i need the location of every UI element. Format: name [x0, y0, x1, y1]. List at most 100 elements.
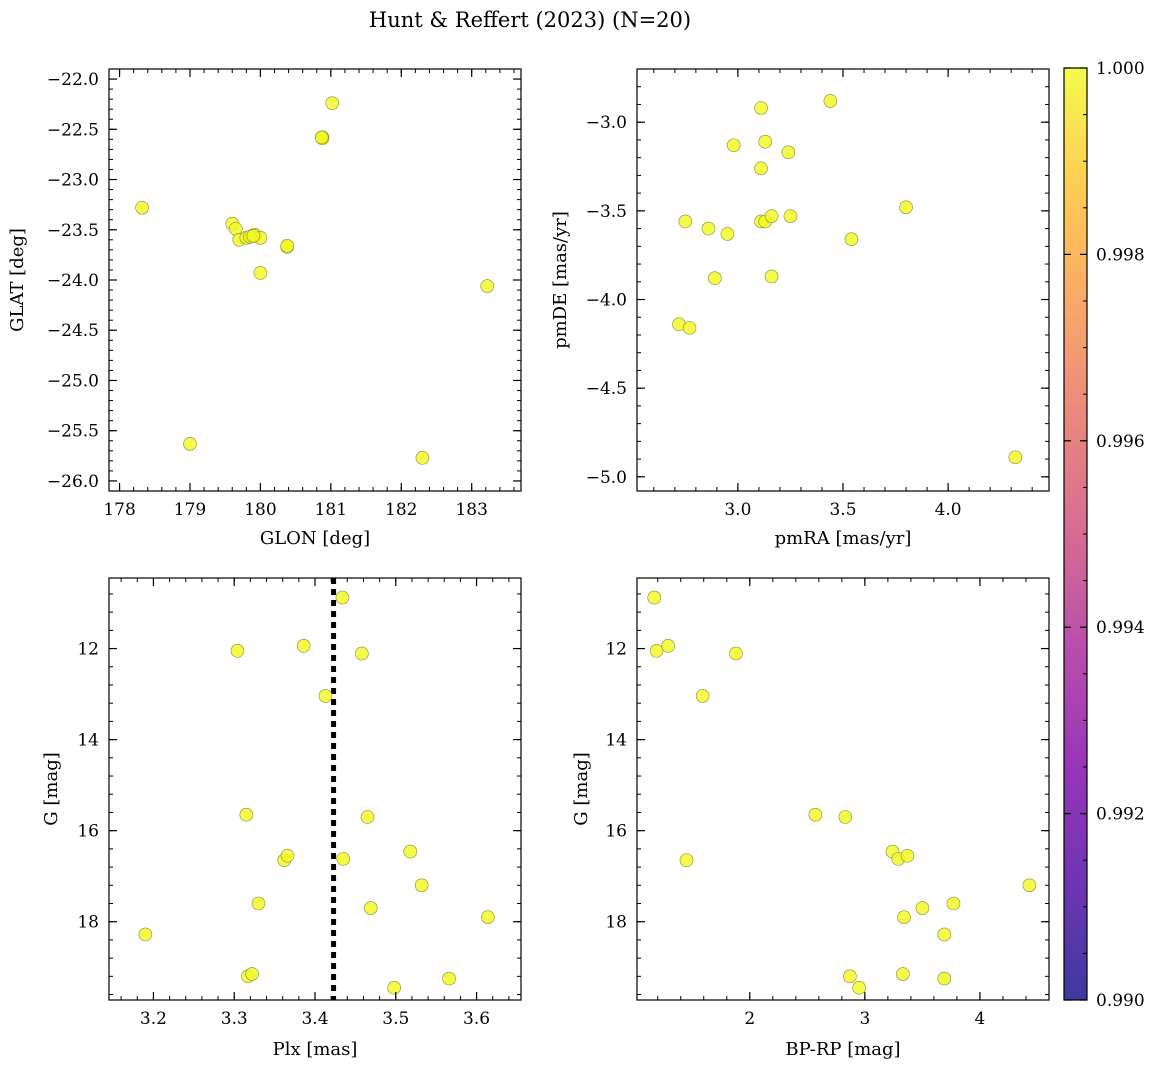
data-point — [754, 101, 768, 115]
x-tick-label: 3.4 — [301, 1009, 328, 1029]
x-tick-label: 3.6 — [463, 1009, 490, 1029]
data-point — [280, 848, 295, 863]
y-tick-label: 16 — [77, 822, 99, 842]
axes-frame — [108, 68, 522, 492]
x-tick-label: 3.5 — [829, 500, 856, 520]
y-tick-label: −22.0 — [47, 70, 99, 90]
x-tick-label: 4 — [975, 1009, 986, 1029]
y-tick-label: 16 — [605, 822, 627, 842]
x-tick-label: 3 — [859, 1009, 870, 1029]
colorbar-tick-label: 0.990 — [1096, 991, 1145, 1011]
x-axis-label: Plx [mas] — [273, 1039, 358, 1060]
y-tick-label: 18 — [605, 913, 627, 933]
data-point — [783, 209, 798, 223]
data-point — [852, 980, 866, 995]
data-point — [239, 807, 254, 822]
data-point — [764, 269, 779, 284]
x-tick-label: 3.5 — [382, 1009, 409, 1029]
data-point — [280, 239, 294, 253]
y-tick-label: −26.0 — [47, 472, 99, 492]
colorbar-ticks: 0.990 0.992 0.994 0.996 0.998 1.000 — [1064, 59, 1145, 1011]
data-point — [318, 689, 333, 703]
y-tick-label: −25.0 — [47, 371, 99, 391]
data-point — [678, 214, 693, 229]
data-point — [781, 145, 796, 160]
data-point — [360, 810, 375, 824]
data-point — [937, 971, 952, 986]
axes-frame — [636, 577, 1050, 1001]
data-point — [838, 810, 853, 824]
colorbar-tick-label: 1.000 — [1096, 59, 1145, 79]
y-axis-label: G [mag] — [41, 752, 62, 825]
data-point — [707, 271, 722, 286]
y-tick-label: −23.5 — [47, 221, 99, 241]
x-tick-label: 2 — [744, 1009, 755, 1029]
data-point — [135, 200, 149, 215]
panel-bprp-g: 2 3 4 12 14 16 18 BP-RP [mag] G [mag] — [571, 577, 1050, 1060]
x-tick-label: 179 — [174, 500, 206, 520]
data-point — [183, 436, 197, 451]
y-tick-label: −25.5 — [47, 422, 99, 442]
data-point — [245, 967, 259, 981]
data-point — [296, 639, 311, 653]
x-tick-label: 180 — [244, 500, 276, 520]
data-point — [899, 200, 913, 215]
data-point — [823, 94, 838, 108]
panel-plx-g: 3.2 3.3 3.4 3.5 3.6 12 14 16 18 Plx [mas] G [mag] — [41, 577, 522, 1060]
data-point — [403, 844, 418, 859]
y-axis-label: pmDE [mas/yr] — [550, 211, 571, 349]
y-tick-label: −4.0 — [586, 291, 627, 311]
data-point — [729, 646, 743, 661]
data-point — [843, 969, 857, 984]
data-point — [758, 134, 773, 149]
x-tick-label: 178 — [103, 500, 135, 520]
colorbar-tick-label: 0.992 — [1096, 805, 1145, 825]
data-point — [726, 138, 741, 153]
data-point — [649, 644, 664, 658]
y-axis-label: GLAT [deg] — [7, 228, 28, 332]
x-axis-label: BP-RP [mag] — [785, 1039, 900, 1060]
data-point — [897, 910, 911, 924]
x-tick-label: 4.0 — [935, 500, 962, 520]
y-axis-label: G [mag] — [571, 752, 592, 825]
x-tick-label: 181 — [315, 500, 347, 520]
data-point — [314, 130, 329, 145]
x-tick-label: 182 — [385, 500, 417, 520]
data-point — [480, 279, 494, 293]
panel-pmra-pmde: 3.0 3.5 4.0 −3.0 −3.5 −4.0 −4.5 −5.0 pmRA [mas/y… — [550, 68, 1050, 549]
y-tick-label: 12 — [77, 640, 99, 660]
x-tick-label: 3.0 — [724, 500, 751, 520]
data-point — [481, 910, 495, 924]
axes-frame — [636, 68, 1050, 492]
y-tick-label: −23.0 — [47, 171, 99, 191]
data-point — [253, 266, 268, 280]
data-point — [915, 901, 930, 915]
data-point — [246, 228, 261, 243]
data-point — [946, 896, 961, 911]
y-tick-label: 14 — [77, 731, 99, 751]
x-tick-label: 3.3 — [221, 1009, 248, 1029]
data-point — [335, 590, 350, 605]
data-point — [764, 209, 779, 223]
data-point — [336, 852, 351, 866]
colorbar-tick-label: 0.994 — [1096, 618, 1145, 638]
data-point — [1008, 450, 1023, 465]
data-point — [647, 590, 662, 605]
x-axis-label: pmRA [mas/yr] — [775, 528, 912, 549]
y-tick-label: −24.5 — [47, 321, 99, 341]
data-point — [896, 967, 910, 981]
panel-glon-glat: 178 179 180 181 182 183 −22.0 −22.5 −23.0 −23.5 −2… — [7, 68, 522, 549]
data-point — [230, 644, 245, 658]
data-point — [900, 848, 915, 863]
data-point — [701, 221, 716, 236]
data-point — [695, 689, 710, 703]
y-tick-label: 12 — [605, 640, 627, 660]
y-tick-label: −4.5 — [586, 379, 627, 399]
x-tick-label: 183 — [455, 500, 487, 520]
data-point — [355, 646, 369, 661]
y-tick-label: 18 — [77, 913, 99, 933]
y-tick-label: −5.0 — [586, 468, 627, 488]
x-tick-label: 3.2 — [140, 1009, 167, 1029]
data-point — [363, 901, 378, 915]
data-point — [808, 807, 823, 822]
